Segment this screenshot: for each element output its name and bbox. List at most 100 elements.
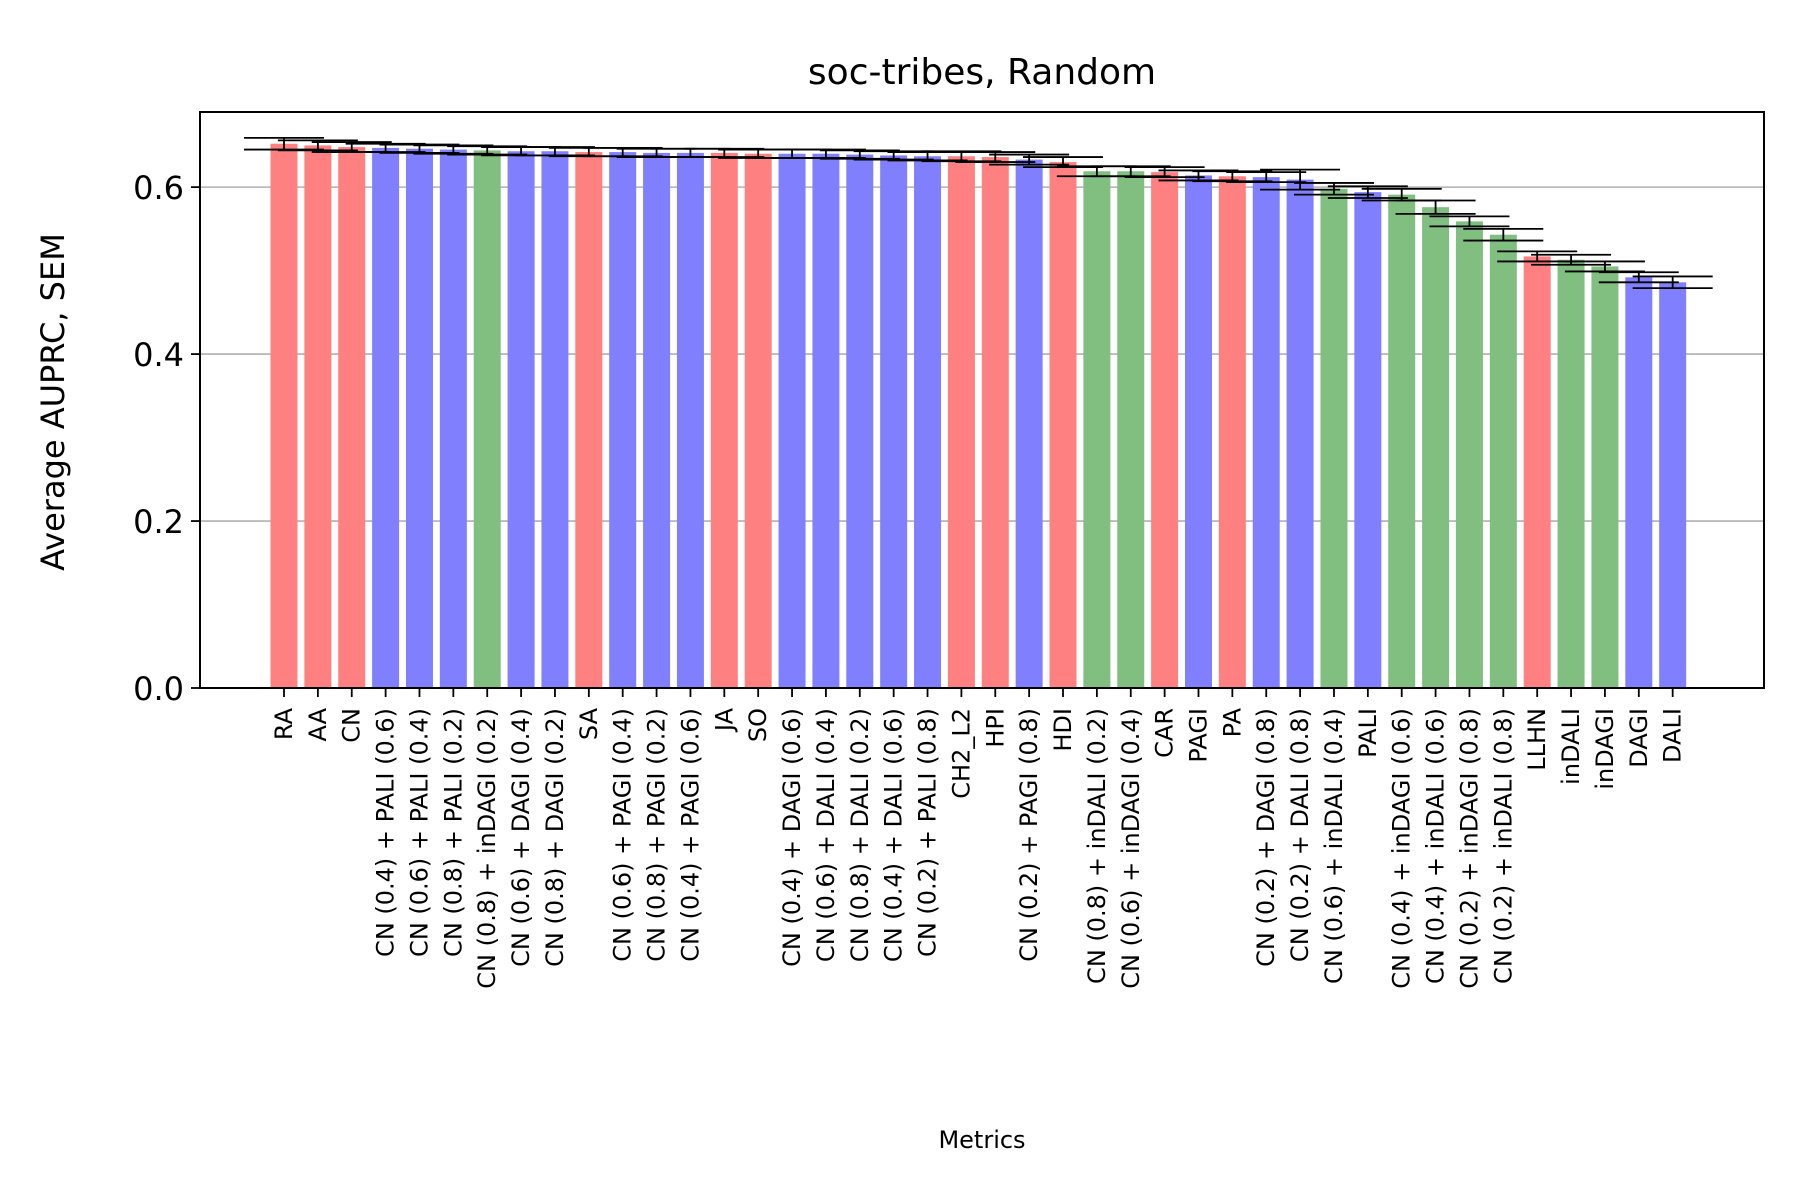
bar (880, 155, 908, 688)
bar (744, 153, 772, 688)
x-tick-label: SA (575, 707, 603, 740)
bar (846, 154, 874, 688)
x-tick-label: CAR (1151, 708, 1179, 758)
bar (473, 150, 501, 688)
x-tick-label: DAGI (1625, 708, 1653, 768)
bar (812, 153, 840, 688)
x-tick-label: CN (0.6) + DALI (0.4) (812, 708, 840, 962)
x-tick-label: CN (0.6) + inDAGI (0.4) (1117, 708, 1145, 989)
bar (1523, 256, 1551, 688)
bar (1252, 177, 1280, 688)
bar (1388, 194, 1416, 688)
bar (1184, 175, 1212, 688)
x-tick-label: PALI (1354, 708, 1382, 758)
bar (981, 157, 1009, 689)
bar (439, 149, 467, 689)
bar (304, 145, 332, 689)
bar (1117, 171, 1145, 689)
x-tick-label: PAGI (1184, 708, 1212, 763)
x-tick-label: CN (0.8) + PALI (0.2) (439, 708, 467, 957)
error-bar (1429, 215, 1510, 228)
x-tick-label: CN (0.6) + PAGI (0.4) (609, 708, 637, 962)
bar (1591, 266, 1619, 688)
x-tick-label: CH2_L2 (947, 708, 975, 799)
bar (676, 152, 704, 688)
bar (507, 151, 535, 688)
bar (947, 156, 975, 689)
x-tick-label: HDI (1049, 708, 1077, 752)
x-tick-label: CN (0.6) + DAGI (0.4) (507, 708, 535, 967)
x-tick-label: DALI (1659, 708, 1687, 763)
x-tick-label: HPI (981, 708, 1009, 748)
bar (1015, 159, 1043, 688)
x-tick-label: LLHN (1523, 708, 1551, 771)
x-tick-label: CN (0.2) + DAGI (0.8) (1252, 708, 1280, 967)
bar (710, 152, 738, 688)
x-tick-label: AA (304, 707, 332, 741)
x-tick-label: CN (0.4) + inDAGI (0.6) (1388, 708, 1416, 989)
y-tick-label: 0.2 (133, 503, 184, 541)
error-bar (1497, 250, 1578, 263)
bar (541, 151, 569, 688)
x-tick-label: RA (270, 707, 298, 740)
error-bar (1260, 168, 1341, 191)
bar (372, 147, 400, 689)
error-bar (1632, 275, 1713, 290)
x-tick-label: CN (0.6) + inDALI (0.4) (1320, 708, 1348, 984)
error-bar (1124, 166, 1205, 179)
x-tick-label: CN (0.4) + DALI (0.6) (880, 708, 908, 962)
bar (270, 143, 298, 688)
bar (1422, 207, 1450, 688)
bar (1455, 221, 1483, 689)
bars (270, 143, 1687, 689)
x-tick-label: CN (0.2) + PAGI (0.8) (1015, 708, 1043, 962)
bar (1083, 171, 1111, 689)
x-tick-label: CN (0.2) + inDALI (0.8) (1489, 708, 1517, 984)
bar (1286, 179, 1314, 689)
x-tick-label: CN (0.8) + PAGI (0.2) (643, 708, 671, 962)
x-tick-label: CN (0.4) + PALI (0.6) (372, 708, 400, 957)
bar (609, 152, 637, 688)
error-bar (1463, 227, 1544, 242)
error-bar (1531, 253, 1612, 266)
x-tick-label: CN (0.2) + inDAGI (0.8) (1455, 708, 1483, 989)
x-tick-label: JA (710, 707, 738, 733)
bar (1049, 162, 1077, 688)
x-tick-label: CN (0.2) + PALI (0.8) (914, 708, 942, 957)
x-tick-label: CN (338, 708, 366, 743)
x-tick-label: CN (0.8) + inDAGI (0.2) (473, 708, 501, 989)
x-tick-label: inDAGI (1591, 708, 1619, 790)
x-tick-label: SO (744, 708, 772, 742)
bar (1320, 188, 1348, 689)
bar (778, 153, 806, 688)
bar (405, 148, 433, 688)
bar (1218, 176, 1246, 688)
plot-frame (199, 111, 1765, 689)
bar (1489, 234, 1517, 688)
x-tick-label: CN (0.4) + DAGI (0.6) (778, 708, 806, 967)
bar (914, 156, 942, 689)
bar (1659, 282, 1687, 688)
x-tick-label: CN (0.6) + PALI (0.4) (405, 708, 433, 957)
error-bar (1395, 199, 1476, 215)
error-bar (1293, 182, 1374, 196)
x-axis-ticks: RA AA CN CN (0.4) + PALI (0.6) CN (0.6) + PA… (270, 688, 1687, 989)
y-tick-label: 0.0 (133, 670, 184, 708)
chart-title: soc-tribes, Random (808, 52, 1156, 93)
x-tick-label: CN (0.4) + inDALI (0.6) (1422, 708, 1450, 984)
bar (575, 152, 603, 688)
bar (1151, 172, 1179, 688)
x-tick-label: CN (0.4) + PAGI (0.6) (676, 708, 704, 962)
x-tick-label: CN (0.8) + inDALI (0.2) (1083, 708, 1111, 984)
y-tick-label: 0.4 (133, 336, 184, 374)
x-tick-label: CN (0.2) + DALI (0.8) (1286, 708, 1314, 962)
bar (1557, 259, 1585, 688)
x-tick-label: inDALI (1557, 708, 1585, 785)
bar (643, 152, 671, 688)
error-bar (1226, 171, 1307, 184)
x-tick-label: PA (1218, 707, 1246, 737)
x-axis-label: Metrics (938, 1126, 1025, 1154)
x-tick-label: CN (0.8) + DAGI (0.2) (541, 708, 569, 967)
